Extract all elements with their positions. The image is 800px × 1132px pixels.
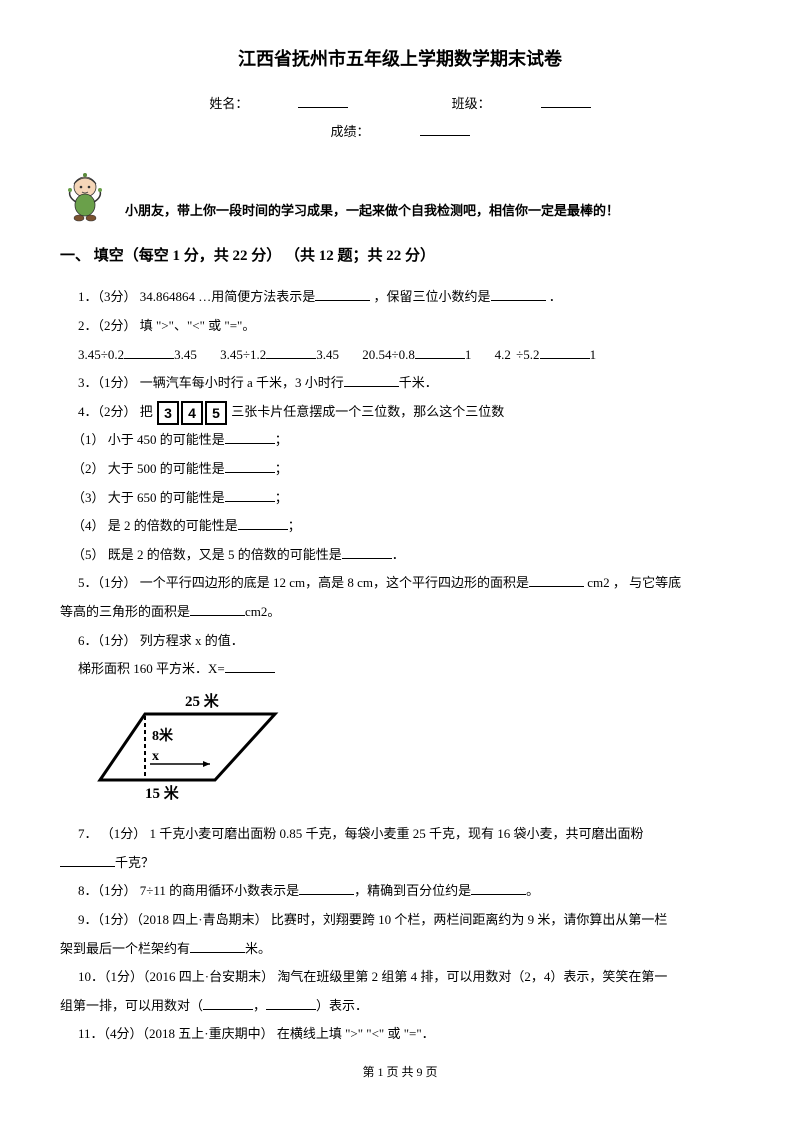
question-4-3: （3） 大于 650 的可能性是； (72, 484, 740, 513)
page-title: 江西省抚州市五年级上学期数学期末试卷 (60, 40, 740, 80)
question-11: 11．（4分）（2018 五上·重庆期中） 在横线上填 ">" "<" 或 "=… (78, 1020, 740, 1049)
trap-height-label: 8米 (152, 727, 174, 744)
class-field: 班级： (427, 90, 616, 119)
page-footer: 第 1 页 共 9 页 (60, 1059, 740, 1085)
q2-blank-4[interactable] (540, 345, 590, 359)
question-4-4: （4） 是 2 的倍数的可能性是； (72, 512, 740, 541)
card-3: 3 (157, 401, 179, 425)
trapezoid-figure: 25 米 8米 x 15 米 (90, 692, 740, 813)
trap-top-label: 25 米 (185, 692, 220, 710)
question-4-2: （2） 大于 500 的可能性是； (72, 455, 740, 484)
q8-blank-1[interactable] (299, 881, 354, 895)
q2-blank-3[interactable] (415, 345, 465, 359)
card-5: 5 (205, 401, 227, 425)
question-10: 10．（1分）（2016 四上·台安期末） 淘气在班级里第 2 组第 4 排，可… (78, 963, 740, 992)
question-8: 8．（1分） 7÷11 的商用循环小数表示是，精确到百分位约是。 (78, 877, 740, 906)
q3-blank[interactable] (344, 373, 399, 387)
q5-blank-2[interactable] (190, 602, 245, 616)
q4-blank-1[interactable] (225, 430, 275, 444)
student-info-line: 姓名： 班级： 成绩： (60, 90, 740, 147)
q10-blank-2[interactable] (266, 996, 316, 1010)
question-9-line2: 架到最后一个栏架约有米。 (60, 935, 740, 964)
question-5-line2: 等高的三角形的面积是cm2。 (60, 598, 740, 627)
q1-blank-2[interactable] (491, 287, 546, 301)
q4-blank-4[interactable] (238, 516, 288, 530)
name-field: 姓名： (184, 90, 373, 119)
question-2-row: 3.45÷0.23.45 3.45÷1.23.45 20.54÷0.81 4.2… (78, 341, 740, 370)
q6-blank[interactable] (225, 659, 275, 673)
q7-blank[interactable] (60, 853, 115, 867)
section-1-header: 一、 填空（每空 1 分，共 22 分） （共 12 题；共 22 分） (60, 240, 740, 273)
score-field: 成绩： (305, 118, 494, 147)
encourage-text: 小朋友，带上你一段时间的学习成果，一起来做个自我检测吧，相信你一定是最棒的！ (125, 197, 619, 226)
q8-blank-2[interactable] (471, 881, 526, 895)
question-5: 5．（1分） 一个平行四边形的底是 12 cm，高是 8 cm，这个平行四边形的… (78, 569, 740, 598)
q4-blank-3[interactable] (225, 488, 275, 502)
question-4-5: （5） 既是 2 的倍数，又是 5 的倍数的可能性是． (72, 541, 740, 570)
question-10-line2: 组第一排，可以用数对（，）表示． (60, 992, 740, 1021)
name-blank[interactable] (298, 94, 348, 108)
question-2: 2．（2分） 填 ">"、"<" 或 "="。 (78, 312, 740, 341)
q2-blank-1[interactable] (124, 345, 174, 359)
score-blank[interactable] (420, 122, 470, 136)
q2-blank-2[interactable] (266, 345, 316, 359)
q10-blank-1[interactable] (203, 996, 253, 1010)
question-7: 7． （1分） 1 千克小麦可磨出面粉 0.85 千克，每袋小麦重 25 千克，… (78, 820, 740, 849)
mascot-icon (60, 167, 110, 222)
question-4: 4．（2分） 把 345 三张卡片任意摆成一个三位数，那么这个三位数 (78, 398, 740, 427)
q5-blank-1[interactable] (529, 573, 584, 587)
question-9: 9．（1分）（2018 四上·青岛期末） 比赛时，刘翔要跨 10 个栏，两栏间距… (78, 906, 740, 935)
question-4-1: （1） 小于 450 的可能性是； (72, 426, 740, 455)
question-7-line2: 千克？ (60, 849, 740, 878)
q4-blank-2[interactable] (225, 459, 275, 473)
trap-bottom-label: 15 米 (145, 784, 180, 802)
question-1: 1．（3分） 34.864864 …用简便方法表示是 ，保留三位小数约是 ． (78, 283, 740, 312)
mascot-row: 小朋友，带上你一段时间的学习成果，一起来做个自我检测吧，相信你一定是最棒的！ (60, 167, 740, 226)
question-3: 3．（1分） 一辆汽车每小时行 a 千米，3 小时行千米． (78, 369, 740, 398)
question-6: 6．（1分） 列方程求 x 的值． (78, 627, 740, 656)
class-blank[interactable] (541, 94, 591, 108)
question-6-line2: 梯形面积 160 平方米．X= (78, 655, 740, 684)
trap-x-label: x (152, 749, 159, 764)
q4-blank-5[interactable] (342, 545, 392, 559)
page: 江西省抚州市五年级上学期数学期末试卷 姓名： 班级： 成绩： 小朋友，带上你一段… (0, 0, 800, 1105)
trapezoid-svg: 25 米 8米 x 15 米 (90, 692, 290, 802)
q9-blank[interactable] (190, 939, 245, 953)
card-4: 4 (181, 401, 203, 425)
q1-blank-1[interactable] (315, 287, 370, 301)
